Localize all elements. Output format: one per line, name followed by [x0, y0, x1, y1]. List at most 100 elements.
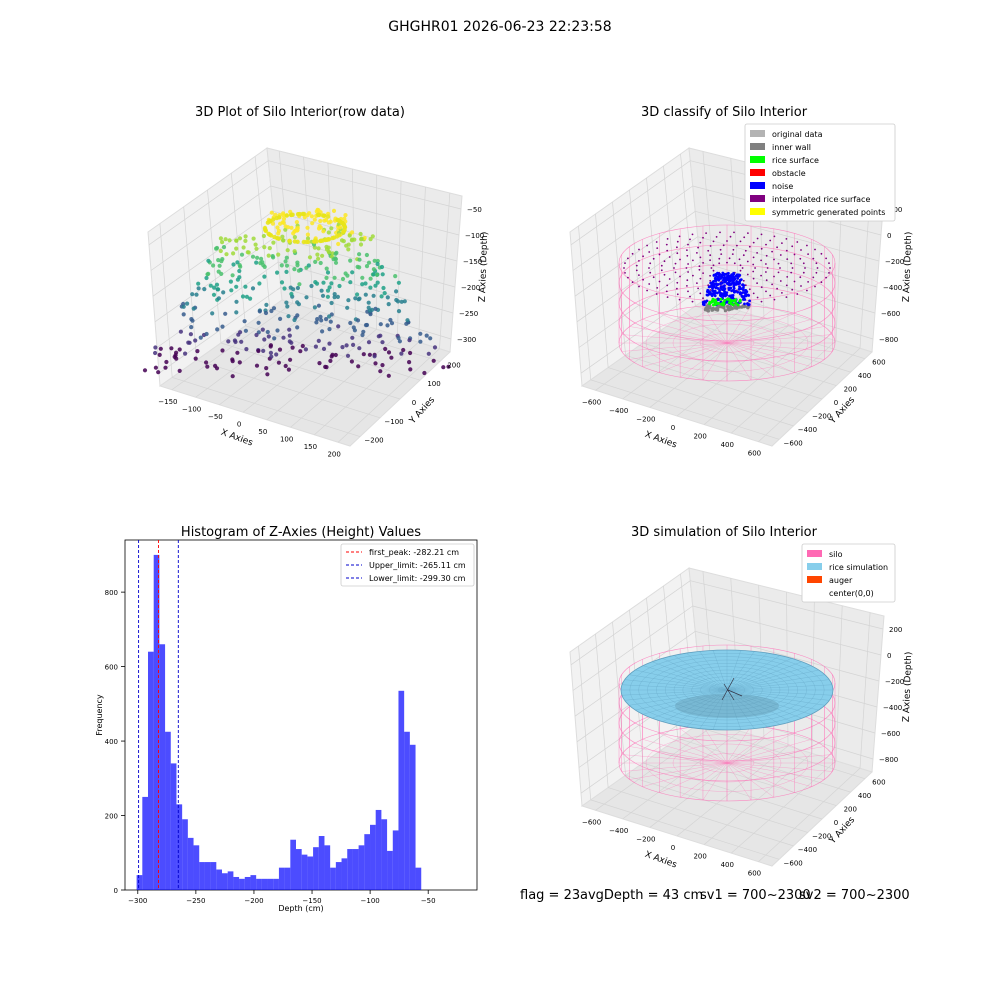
cls-noise-point — [729, 282, 733, 286]
raw-point — [378, 369, 383, 374]
cls-wall-point — [742, 305, 746, 309]
raw-point — [332, 295, 337, 300]
cls-interp-point — [709, 254, 712, 257]
raw-point — [379, 264, 385, 270]
raw-point — [363, 292, 368, 297]
cls-interp-point — [793, 280, 796, 283]
raw-point — [264, 302, 269, 307]
raw-point — [375, 258, 380, 264]
cls-interp-point — [791, 288, 794, 291]
raw-point — [371, 293, 376, 298]
sim-grid-y-6 — [695, 725, 865, 780]
raw-point — [281, 211, 286, 216]
cls-ytick-label: 0 — [834, 399, 838, 407]
cls-interp-point — [652, 276, 655, 279]
raw-point — [315, 252, 320, 257]
sim-surface-mesh-radial — [699, 651, 728, 691]
hist-bar — [358, 845, 365, 890]
raw-point — [371, 267, 376, 272]
cls-interp-point — [655, 241, 658, 243]
raw-point — [230, 374, 235, 379]
cls-interp-point — [748, 288, 751, 291]
hist-bar — [330, 867, 336, 890]
cls-noise-point — [719, 277, 722, 280]
sim-floor-ring — [699, 753, 755, 773]
raw-point — [269, 308, 274, 314]
cls-interp-point — [804, 267, 806, 269]
raw-grid-yv-4 — [254, 156, 271, 309]
cls-interp-point — [707, 249, 710, 252]
hist-bar — [341, 858, 348, 890]
cls-noise-point — [722, 287, 726, 291]
sim-x-axis-label: X Axies — [643, 850, 678, 871]
raw-point — [360, 332, 365, 338]
cls-interp-point — [676, 240, 679, 243]
raw-point — [346, 298, 351, 303]
cls-wall-point — [727, 306, 732, 310]
cls-interp-point — [692, 259, 694, 262]
raw-xtick-label: 150 — [304, 443, 317, 451]
raw-grid-y-0 — [172, 377, 361, 437]
cls-interp-point — [722, 244, 725, 247]
raw-point — [396, 309, 402, 314]
cls-ztick-label: −400 — [883, 284, 902, 292]
sim-surface-mesh-radial — [635, 669, 728, 691]
sim-ytick-label: 200 — [844, 806, 857, 814]
raw-point — [428, 336, 433, 341]
raw-point — [325, 270, 331, 275]
cls-noise-point — [716, 297, 720, 301]
raw-point — [375, 261, 380, 267]
cls-noise-point — [737, 273, 741, 277]
raw-point — [345, 305, 350, 310]
raw-point — [196, 281, 201, 286]
status-sv2: sv2 = 700~2300 — [799, 888, 910, 903]
cls-legend-swatch — [750, 169, 765, 176]
hist-bar — [284, 867, 291, 890]
sim-surface-mesh-radial — [726, 669, 819, 691]
raw-point — [234, 310, 239, 315]
cls-noise-point — [716, 287, 720, 290]
raw-point — [319, 288, 324, 293]
cls-legend-swatch — [750, 208, 765, 215]
raw-point — [312, 217, 317, 222]
cls-interp-point — [739, 269, 742, 272]
cls-legend-label: original data — [772, 130, 823, 139]
cls-interp-point — [765, 290, 767, 293]
raw-point — [271, 240, 276, 245]
raw-point — [402, 299, 407, 304]
cls-rice-point — [726, 297, 729, 301]
raw-point — [321, 346, 327, 351]
cls-interp-point — [676, 246, 678, 249]
raw-point — [329, 281, 334, 286]
cls-interp-point — [765, 279, 768, 282]
cls-rice-point — [714, 299, 718, 302]
raw-point — [276, 236, 282, 241]
raw-point — [327, 327, 332, 332]
hist-bar — [273, 878, 279, 890]
raw-point — [322, 213, 327, 218]
cls-legend-swatch — [750, 156, 765, 163]
sim-ztick-label: −800 — [879, 756, 898, 764]
cls-grid-y-1 — [608, 367, 794, 427]
raw-point — [332, 292, 337, 297]
raw-point — [254, 246, 259, 251]
raw-ztick-label: −250 — [459, 310, 478, 318]
raw-point — [418, 331, 423, 336]
cls-x-axis-label: X Axies — [643, 430, 678, 451]
cls-legend-label: obstacle — [772, 169, 806, 178]
raw-point — [219, 259, 224, 264]
cls-grid-z-1 — [572, 185, 693, 271]
cls-interp-point — [828, 262, 830, 264]
raw-point — [263, 227, 268, 232]
raw-point — [306, 263, 311, 268]
cls-interp-point — [743, 236, 746, 239]
hist-bar — [352, 849, 359, 890]
raw-point — [328, 358, 333, 363]
raw-point — [323, 364, 328, 369]
cls-interp-point — [812, 276, 815, 279]
cls-interp-point — [791, 245, 794, 248]
raw-point — [292, 317, 297, 323]
raw-grid-zh-0 — [268, 160, 462, 210]
raw-scatter-points — [142, 207, 451, 379]
raw-point — [262, 245, 267, 250]
